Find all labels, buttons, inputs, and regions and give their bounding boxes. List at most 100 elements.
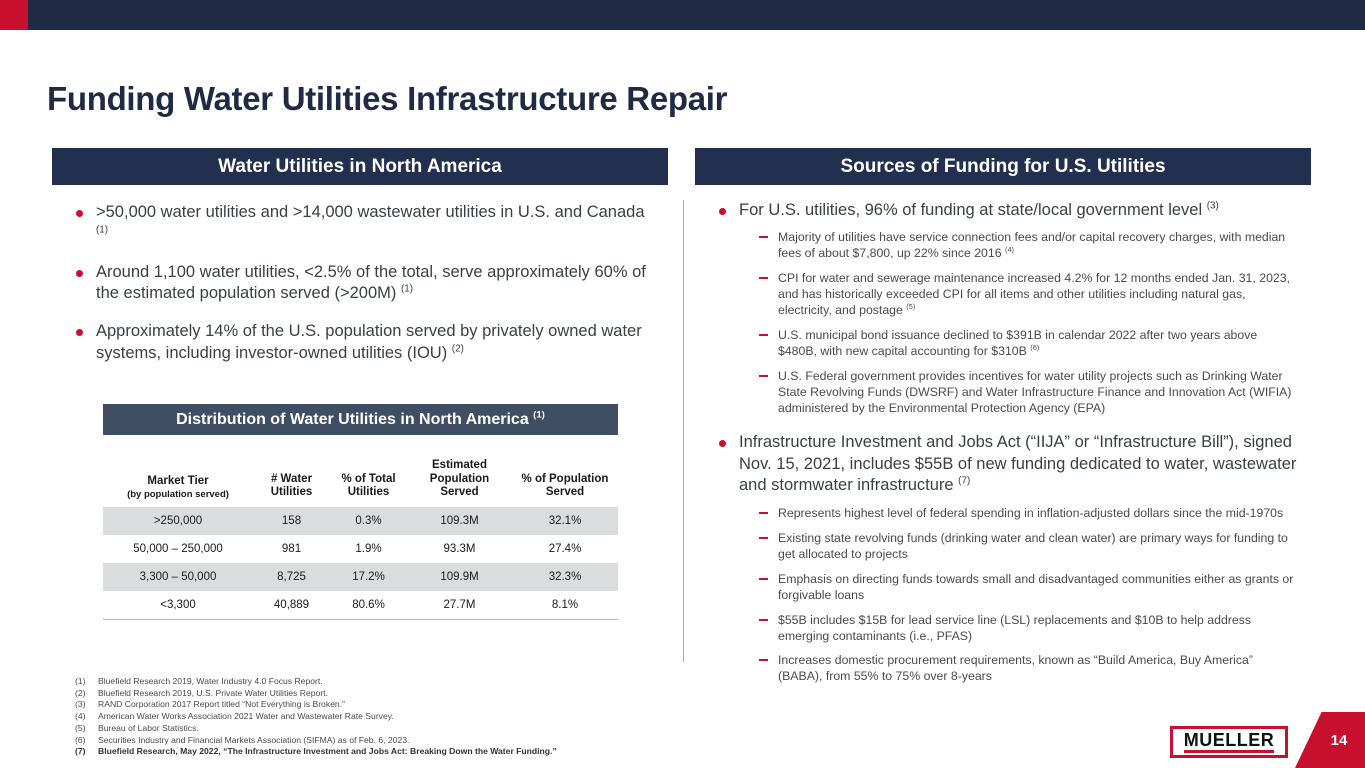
footnote: (4) American Water Works Association 2021… [75, 711, 635, 723]
column-divider [683, 200, 684, 662]
page-title: Funding Water Utilities Infrastructure R… [47, 80, 728, 118]
bullet-icon [719, 440, 726, 448]
column-header: Estimated Population Served [407, 435, 512, 507]
table-cell: 8.1% [551, 599, 579, 611]
table-cell: 981 [281, 543, 302, 555]
footnote-number: (7) [75, 746, 86, 757]
column-header-sublabel: (by population served) [127, 488, 229, 500]
table-cell: 109.3M [440, 515, 479, 527]
table-cell: 158 [281, 515, 302, 527]
sub-bullet-text: U.S. municipal bond issuance declined to… [778, 328, 1298, 360]
funding-section-state-local: For U.S. utilities, 96% of funding at st… [695, 200, 1311, 417]
sub-list-item: U.S. Federal government provides incenti… [759, 369, 1311, 417]
page-number-tab: 14 [1295, 712, 1365, 768]
footnotes: (1) Bluefield Research 2019, Water Indust… [75, 676, 635, 758]
table-cell: 32.1% [548, 515, 582, 527]
footnote-ref: (1) [96, 224, 109, 236]
sub-bullet-text: CPI for water and sewerage maintenance i… [778, 271, 1298, 319]
table-cell: 8,725 [277, 571, 306, 583]
column-header-label: Estimated Population Served [429, 459, 490, 499]
footnote-ref: (2) [451, 343, 464, 355]
sub-bullet-body: U.S. Federal government provides incenti… [778, 369, 1292, 416]
right-panel: Sources of Funding for U.S. Utilities Fo… [695, 148, 1311, 694]
table-title: Distribution of Water Utilities in North… [103, 404, 618, 435]
bullet-text: Approximately 14% of the U.S. population… [96, 321, 656, 365]
bullet-body: Around 1,100 water utilities, <2.5% of t… [96, 262, 646, 303]
footnote: (7) Bluefield Research, May 2022, “The In… [75, 746, 635, 758]
sub-bullet-body: Represents highest level of federal spen… [778, 505, 1284, 520]
sub-bullet-text: Majority of utilities have service conne… [778, 230, 1298, 262]
bullet-body: For U.S. utilities, 96% of funding at st… [739, 201, 1207, 219]
column-header: Market Tier (by population served) [103, 435, 253, 507]
footnote-number: (2) [75, 687, 86, 698]
footnote-number: (6) [75, 734, 86, 745]
sub-bullet-text: U.S. Federal government provides incenti… [778, 369, 1298, 417]
table-cell: 3,300 – 50,000 [139, 571, 217, 583]
table-row: <3,300 40,889 80.6% 27.7M 8.1% [103, 591, 618, 619]
column-header: % of Population Served [512, 435, 618, 507]
bullet-text: >50,000 water utilities and >14,000 wast… [96, 202, 656, 246]
bullet-icon [76, 210, 83, 217]
mueller-logo-text: MUELLER [1183, 731, 1275, 753]
table-cell: 27.4% [548, 543, 582, 555]
column-header-label: % of Total Utilities [341, 472, 396, 499]
sub-list-item: U.S. municipal bond issuance declined to… [759, 328, 1311, 360]
table-cell: 40,889 [273, 599, 310, 611]
left-panel-header: Water Utilities in North America [52, 148, 668, 185]
column-header: # Water Utilities [253, 435, 330, 507]
footnote: (2) Bluefield Research 2019, U.S. Private… [75, 688, 635, 700]
sub-bullet-text: Emphasis on directing funds towards smal… [778, 572, 1298, 604]
footnote: (6) Securities Industry and Financial Mar… [75, 735, 635, 747]
bullet-body: Infrastructure Investment and Jobs Act (… [739, 433, 1297, 495]
table-cell: <3,300 [160, 599, 196, 611]
bullet-body: Approximately 14% of the U.S. population… [96, 322, 642, 362]
sub-list-item: Majority of utilities have service conne… [759, 230, 1311, 262]
footnote-ref: (1) [533, 409, 545, 421]
sub-bullet-text: Existing state revolving funds (drinking… [778, 531, 1298, 563]
left-panel: Water Utilities in North America >50,000… [52, 148, 668, 381]
dash-icon [759, 511, 768, 514]
footnote-ref: (1) [400, 283, 414, 295]
sub-list-item: Represents highest level of federal spen… [759, 506, 1311, 522]
footnote: (3) RAND Corporation 2017 Report titled “… [75, 699, 635, 711]
footnote-ref: (4) [1004, 245, 1014, 255]
sub-bullet-list: Majority of utilities have service conne… [759, 230, 1311, 417]
sub-list-item: $55B includes $15B for lead service line… [759, 613, 1311, 645]
table-row: >250,000 158 0.3% 109.3M 32.1% [103, 507, 618, 535]
table-header-row: Market Tier (by population served) # Wate… [103, 435, 618, 507]
table-cell: >250,000 [153, 515, 203, 527]
sub-bullet-body: Majority of utilities have service conne… [778, 230, 1286, 261]
sub-bullet-body: CPI for water and sewerage maintenance i… [778, 271, 1291, 318]
footnote: (5) Bureau of Labor Statistics. [75, 723, 635, 735]
bullet-text: For U.S. utilities, 96% of funding at st… [739, 200, 1219, 221]
footnote-text: Bureau of Labor Statistics. [98, 722, 199, 733]
sub-bullet-text: $55B includes $15B for lead service line… [778, 613, 1298, 645]
dash-icon [759, 236, 768, 239]
dash-icon [759, 536, 768, 539]
footnote-text: RAND Corporation 2017 Report titled “Not… [98, 699, 345, 710]
sub-bullet-body: $55B includes $15B for lead service line… [778, 612, 1252, 643]
column-header-label: # Water Utilities [270, 472, 313, 499]
table-cell: 93.3M [443, 543, 476, 555]
footnote-number: (1) [75, 676, 86, 686]
footnote-number: (4) [75, 711, 86, 722]
footnote-number: (5) [75, 722, 86, 733]
funding-section-iija: Infrastructure Investment and Jobs Act (… [695, 432, 1311, 685]
sub-list-item: Emphasis on directing funds towards smal… [759, 572, 1311, 604]
sub-bullet-body: Increases domestic procurement requireme… [778, 653, 1253, 684]
footnote-number: (3) [75, 699, 86, 710]
list-item: Around 1,100 water utilities, <2.5% of t… [76, 262, 668, 306]
list-item: >50,000 water utilities and >14,000 wast… [76, 202, 668, 246]
table-cell: 109.9M [440, 571, 479, 583]
dash-icon [759, 577, 768, 580]
footnote-text: Securities Industry and Financial Market… [98, 734, 410, 745]
table-title-text: Distribution of Water Utilities in North… [176, 411, 534, 428]
dash-icon [759, 334, 768, 337]
column-header-label: Market Tier [147, 475, 209, 488]
list-item: Approximately 14% of the U.S. population… [76, 321, 668, 365]
table-row: 3,300 – 50,000 8,725 17.2% 109.9M 32.3% [103, 563, 618, 591]
distribution-table: Distribution of Water Utilities in North… [103, 404, 618, 620]
bullet-icon [719, 208, 726, 215]
table-cell: 17.2% [352, 571, 385, 583]
bullet-icon [76, 329, 83, 337]
